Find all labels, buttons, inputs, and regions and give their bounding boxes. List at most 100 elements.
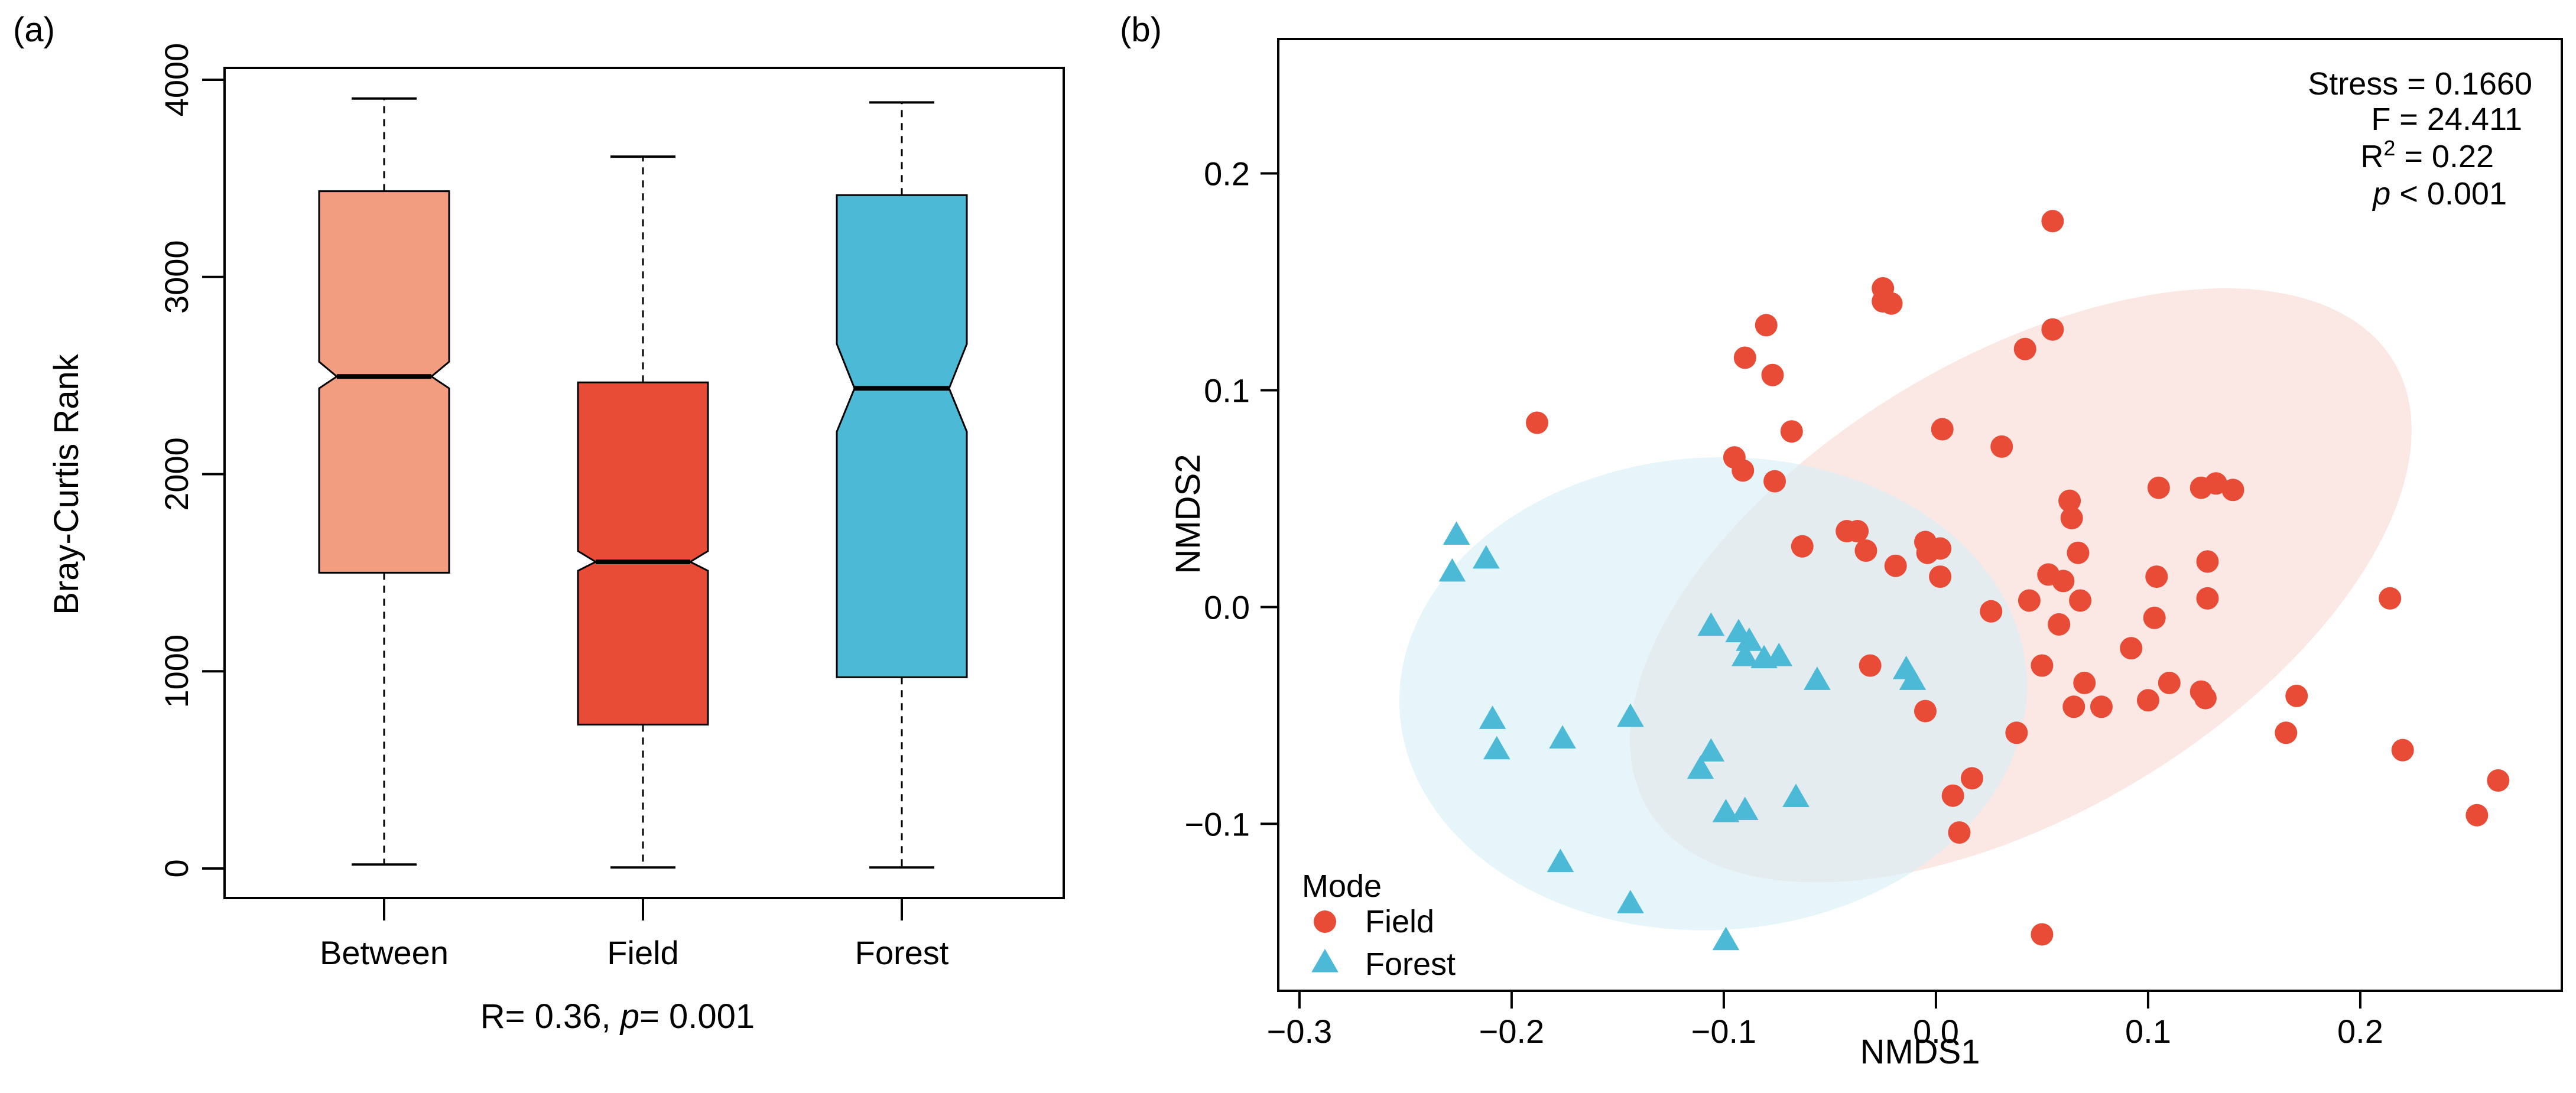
- x-tick-label: −0.1: [1691, 1013, 1757, 1050]
- field-point: [1980, 600, 2003, 623]
- forest-point: [1479, 705, 1506, 729]
- r-squared-text: R2 = 0.22: [2360, 136, 2494, 174]
- p-symbol: p: [2372, 176, 2390, 212]
- field-point: [2465, 804, 2489, 827]
- y-tick-label: 0.1: [1204, 372, 1250, 409]
- field-point: [2379, 587, 2402, 610]
- field-point: [2005, 721, 2028, 744]
- nmds-y-axis: −0.1 0.0 0.1 0.2: [1184, 155, 1278, 842]
- boxplot-boxes: [318, 97, 968, 869]
- boxplot-r-text: R= 0.36,: [480, 997, 621, 1036]
- forest-point: [1483, 736, 1510, 760]
- field-point: [2221, 479, 2244, 502]
- field-point: [2285, 684, 2308, 707]
- y-tick-label: 3000: [158, 240, 195, 314]
- x-tick-label: −0.2: [1479, 1013, 1545, 1050]
- y-tick-label: 0.0: [1204, 588, 1250, 626]
- field-point: [2041, 318, 2064, 341]
- y-tick-label: 1000: [158, 635, 195, 708]
- field-point: [2196, 550, 2219, 573]
- p-suffix: < 0.001: [2390, 176, 2507, 212]
- x-tick-label: 0.1: [2125, 1013, 2171, 1050]
- legend-forest-label: Forest: [1365, 946, 1456, 982]
- nmds-y-axis-title: NMDS2: [1169, 454, 1207, 574]
- x-tick-label: Forest: [855, 934, 949, 971]
- y-tick-label: 0.2: [1204, 155, 1250, 193]
- field-point: [1836, 520, 1859, 543]
- field-point: [1941, 784, 1964, 807]
- field-point: [2041, 210, 2064, 233]
- box-forest: [836, 101, 968, 869]
- box-body: [836, 194, 968, 678]
- boxplot-y-axis-title: Bray-Curtis Rank: [47, 353, 86, 615]
- y-tick-label: −0.1: [1184, 805, 1250, 842]
- field-point: [2048, 613, 2071, 636]
- boxplot-y-axis: 0 1000 2000 3000 4000: [158, 43, 225, 878]
- box-field: [577, 155, 709, 869]
- field-point: [1960, 767, 1983, 790]
- forest-point: [1697, 738, 1725, 762]
- field-point: [1755, 314, 1778, 337]
- legend-field-label: Field: [1365, 904, 1434, 939]
- y-tick-label: 4000: [158, 43, 195, 117]
- forest-point: [1438, 558, 1466, 582]
- field-point: [2090, 695, 2113, 718]
- field-point: [2031, 654, 2054, 677]
- y-tick-label: 2000: [158, 437, 195, 511]
- field-point: [1733, 346, 1756, 369]
- x-tick-label: Between: [320, 934, 449, 971]
- forest-point: [1732, 796, 1759, 821]
- forest-point: [1732, 642, 1759, 666]
- field-point: [1763, 470, 1786, 493]
- boxplot-stat-annotation: R= 0.36, p= 0.001: [480, 997, 755, 1036]
- field-point: [2018, 589, 2041, 612]
- legend-title: Mode: [1302, 868, 1382, 904]
- field-point: [2136, 689, 2159, 712]
- field-point: [1929, 565, 1952, 588]
- forest-point: [1473, 545, 1500, 569]
- panel-a-label: (a): [13, 11, 55, 49]
- field-point: [1931, 418, 1954, 441]
- field-point: [2275, 721, 2298, 744]
- r2-suffix: = 0.22: [2395, 139, 2494, 174]
- field-point: [1884, 554, 1907, 577]
- nmds-stats: Stress = 0.1660 F = 24.411 R2 = 0.22 p <…: [2308, 66, 2532, 212]
- field-point: [1859, 654, 1882, 677]
- panel-b-label: (b): [1120, 11, 1162, 49]
- forest-point: [1804, 666, 1831, 690]
- field-point: [2073, 671, 2096, 694]
- r2-prefix: R: [2360, 139, 2383, 174]
- x-tick-label: 0.0: [1913, 1013, 1959, 1050]
- field-point: [2120, 637, 2143, 660]
- field-point: [1732, 459, 1755, 482]
- nmds-plot-frame: [1277, 38, 2563, 992]
- p-value-text: p < 0.001: [2372, 176, 2507, 212]
- field-point: [2062, 695, 2086, 718]
- legend-field-marker: [1314, 910, 1336, 933]
- forest-point: [1547, 848, 1574, 873]
- nmds-x-axis-title: NMDS1: [1860, 1033, 1980, 1071]
- field-point: [1948, 821, 1971, 844]
- nmds-legend: Mode Field Forest: [1302, 868, 1456, 982]
- forest-point: [1549, 725, 1576, 749]
- forest-point: [1750, 645, 1778, 669]
- field-point: [2158, 671, 2181, 694]
- field-point: [1916, 541, 1939, 564]
- nmds-x-axis: −0.3 −0.2 −0.1 0.0 0.1 0.2: [1267, 991, 2383, 1050]
- box-body: [318, 190, 450, 574]
- field-point: [2145, 565, 2168, 588]
- x-tick-label: −0.3: [1267, 1013, 1333, 1050]
- field-point: [2031, 923, 2054, 946]
- nmds-panel: (b) −0.3 −0.2 −0.1 0.0 0.1 0.2 −0.10.00.10.2 …: [1120, 11, 2563, 1071]
- forest-point: [1712, 926, 1740, 951]
- field-point: [2052, 570, 2075, 593]
- field-point: [2143, 606, 2166, 629]
- forest-ellipse: [1399, 457, 2027, 931]
- field-point: [2013, 337, 2036, 360]
- y-tick-label: 0: [158, 859, 195, 877]
- field-point: [2391, 739, 2414, 762]
- forest-point: [1617, 890, 1644, 913]
- field-point: [1780, 420, 1803, 443]
- forest-point: [1617, 703, 1644, 727]
